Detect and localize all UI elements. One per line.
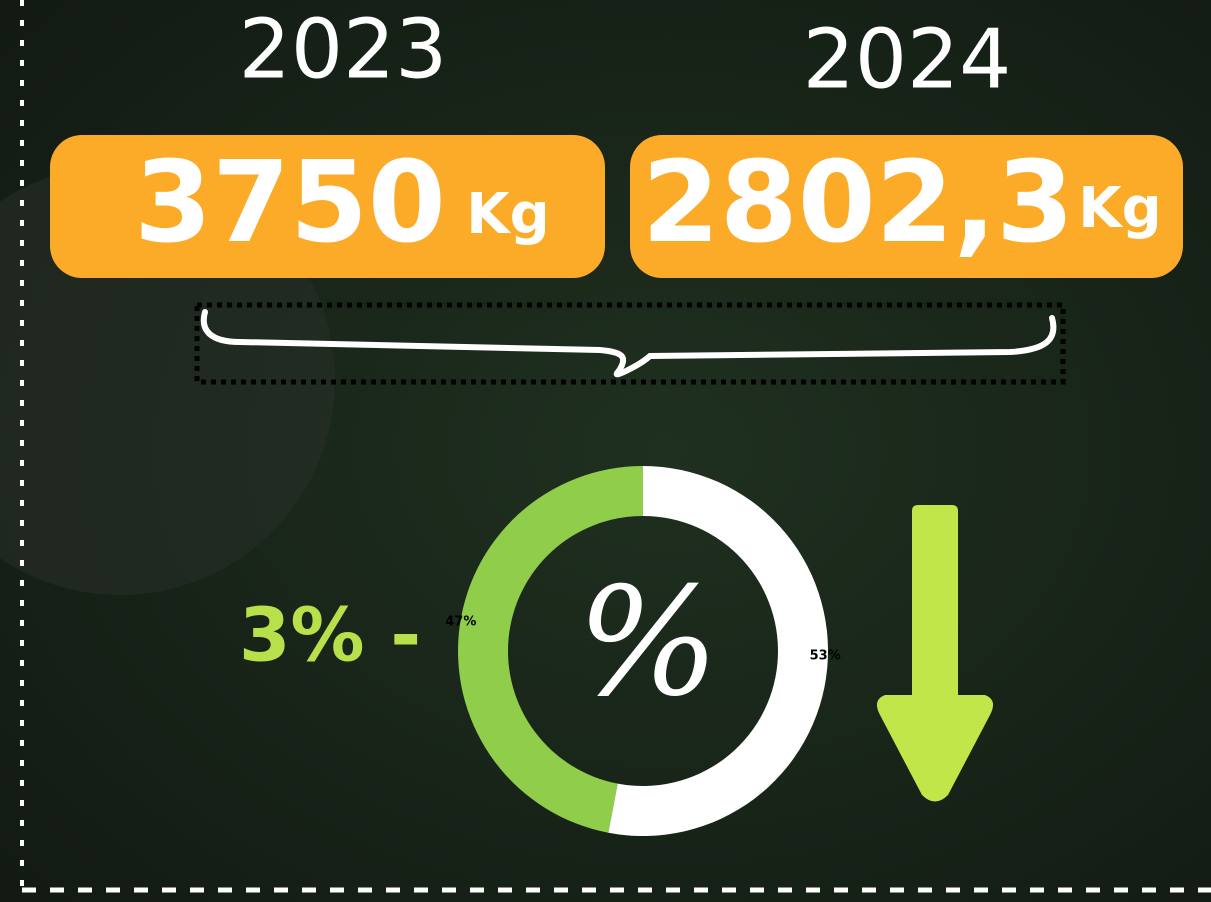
amount: 3750 [134,138,446,268]
slice-label: 47% [445,614,476,629]
symbol: % [577,556,720,730]
change: 3% - [239,593,421,679]
unit: Kg [466,182,549,247]
year: 2023 [239,2,448,97]
slice-label: 53% [810,649,841,664]
year: 2024 [803,12,1012,107]
amount: 2802,3 [642,138,1074,268]
unit: Kg [1078,176,1161,241]
infographic: 2023 2024 3750 Kg 2802,3 Kg 3% - 47%53% … [0,0,1211,902]
